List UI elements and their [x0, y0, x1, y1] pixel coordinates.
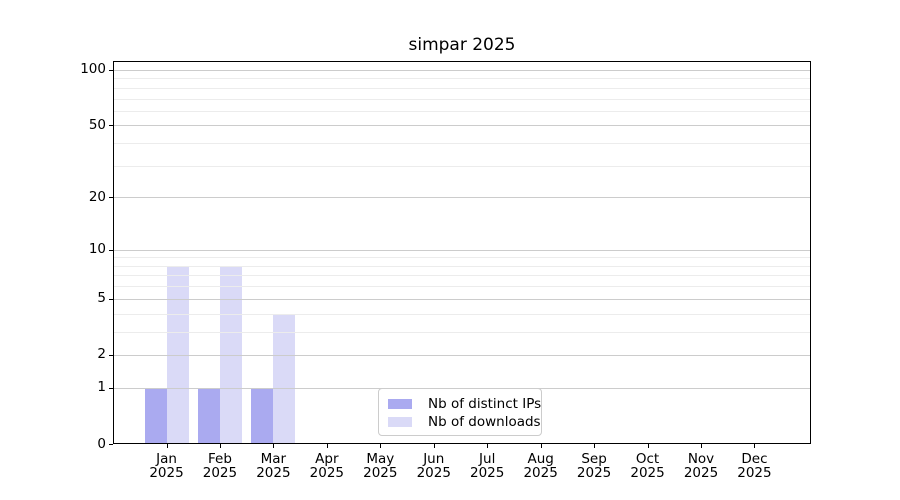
major-gridline: [114, 69, 810, 71]
minor-gridline: [114, 275, 810, 277]
x-tick-mark: [434, 444, 435, 448]
x-tick-year: 2025: [202, 465, 238, 481]
x-tick-month: Feb: [207, 451, 232, 467]
x-tick-month: Sep: [581, 451, 607, 467]
x-tick-year: 2025: [256, 465, 291, 481]
x-tick-label: Jun 2025: [402, 452, 466, 480]
legend: Nb of distinct IPs Nb of downloads: [378, 388, 542, 436]
x-tick-label: Feb 2025: [188, 452, 252, 480]
legend-swatch: [388, 417, 412, 427]
y-tick-mark: [109, 125, 113, 126]
x-tick-year: 2025: [309, 465, 345, 481]
bar-distinct-ips: [144, 387, 167, 443]
y-tick-mark: [109, 70, 113, 71]
x-tick-year: 2025: [363, 465, 398, 481]
x-tick-month: Mar: [260, 451, 287, 467]
x-tick-month: May: [366, 451, 395, 467]
x-tick-year: 2025: [470, 465, 505, 481]
x-tick-year: 2025: [416, 465, 451, 481]
minor-gridline: [114, 110, 810, 112]
x-tick-month: Apr: [315, 451, 339, 467]
x-tick-mark: [327, 444, 328, 448]
x-tick-mark: [487, 444, 488, 448]
x-tick-year: 2025: [149, 465, 184, 481]
y-tick-label: 5: [97, 290, 106, 307]
plot-area: [113, 61, 811, 444]
x-tick-month: Aug: [527, 451, 554, 467]
x-tick-label: Mar 2025: [241, 452, 305, 480]
x-tick-label: May 2025: [348, 452, 412, 480]
legend-label: Nb of downloads: [428, 414, 541, 430]
y-tick-mark: [109, 299, 113, 300]
legend-item: Nb of downloads: [388, 413, 541, 431]
x-tick-mark: [594, 444, 595, 448]
minor-gridline: [114, 143, 810, 145]
minor-gridline: [114, 265, 810, 267]
x-tick-mark: [273, 444, 274, 448]
x-tick-label: Jul 2025: [455, 452, 519, 480]
bar-distinct-ips: [251, 387, 274, 443]
y-tick-label: 1: [97, 379, 106, 396]
legend-item: Nb of distinct IPs: [388, 395, 541, 413]
x-tick-month: Jun: [423, 451, 445, 467]
y-tick-mark: [109, 444, 113, 445]
minor-gridline: [114, 313, 810, 315]
x-tick-label: Dec 2025: [722, 452, 786, 480]
y-tick-mark: [109, 197, 113, 198]
x-tick-month: Dec: [741, 451, 768, 467]
x-tick-mark: [167, 444, 168, 448]
x-tick-mark: [648, 444, 649, 448]
legend-label: Nb of distinct IPs: [428, 396, 542, 412]
minor-gridline: [114, 165, 810, 167]
legend-swatch: [388, 399, 412, 409]
x-tick-year: 2025: [576, 465, 612, 481]
x-tick-label: Jan 2025: [135, 452, 199, 480]
major-gridline: [114, 249, 810, 251]
x-tick-mark: [541, 444, 542, 448]
x-tick-mark: [220, 444, 221, 448]
bar-downloads: [219, 265, 242, 443]
major-gridline: [114, 298, 810, 300]
y-tick-label: 50: [88, 116, 106, 133]
minor-gridline: [114, 87, 810, 89]
x-tick-mark: [701, 444, 702, 448]
x-tick-month: Nov: [687, 451, 715, 467]
x-tick-label: Nov 2025: [669, 452, 733, 480]
y-tick-label: 2: [97, 346, 106, 363]
major-gridline: [114, 354, 810, 356]
x-tick-mark: [754, 444, 755, 448]
minor-gridline: [114, 257, 810, 259]
x-tick-month: Jan: [156, 451, 177, 467]
y-tick-mark: [109, 250, 113, 251]
minor-gridline: [114, 98, 810, 100]
x-tick-label: Sep 2025: [562, 452, 626, 480]
bar-downloads: [273, 313, 296, 443]
y-tick-label: 20: [88, 188, 106, 205]
x-tick-month: Oct: [635, 451, 660, 467]
x-tick-label: Apr 2025: [295, 452, 359, 480]
x-tick-year: 2025: [737, 465, 772, 481]
x-tick-year: 2025: [683, 465, 719, 481]
bar-distinct-ips: [197, 387, 220, 443]
x-tick-mark: [380, 444, 381, 448]
y-tick-label: 10: [88, 241, 106, 258]
x-tick-label: Aug 2025: [509, 452, 573, 480]
major-gridline: [114, 197, 810, 199]
minor-gridline: [114, 286, 810, 288]
minor-gridline: [114, 331, 810, 333]
x-tick-year: 2025: [630, 465, 665, 481]
y-tick-mark: [109, 355, 113, 356]
x-tick-month: Jul: [479, 451, 496, 467]
y-tick-label: 100: [80, 61, 106, 78]
x-tick-label: Oct 2025: [616, 452, 680, 480]
y-tick-label: 0: [97, 435, 106, 452]
bar-downloads: [166, 265, 189, 443]
minor-gridline: [114, 78, 810, 80]
chart-title: simpar 2025: [408, 35, 516, 55]
major-gridline: [114, 125, 810, 127]
y-tick-mark: [109, 388, 113, 389]
x-tick-year: 2025: [523, 465, 558, 481]
